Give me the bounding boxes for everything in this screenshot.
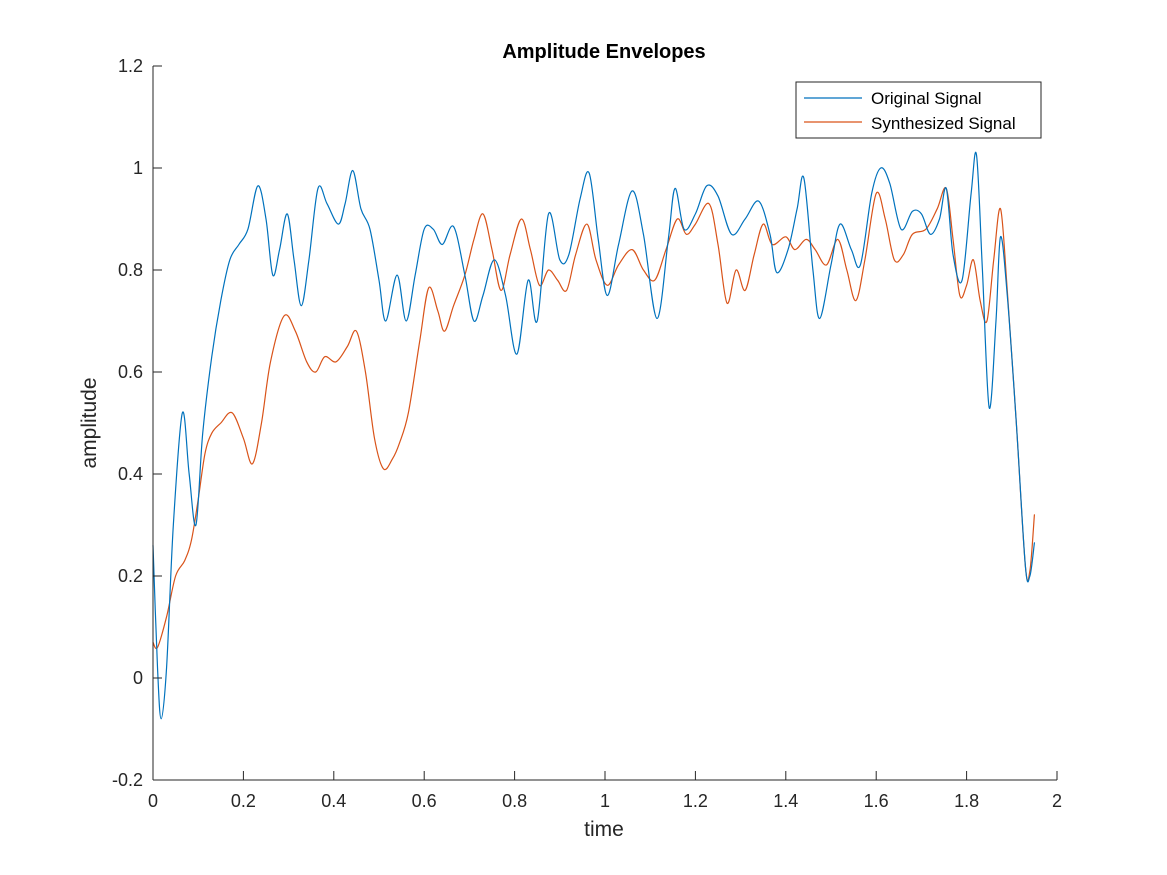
x-ticks: 0 0.2 0.4 0.6 0.8 1 1.2 1.4 1.6 1.8 2 [148,771,1062,811]
x-tick-label: 0.6 [412,791,437,811]
x-tick-label: 1.2 [683,791,708,811]
x-tick-label: 1.4 [773,791,798,811]
x-tick-label: 2 [1052,791,1062,811]
chart-title: Amplitude Envelopes [502,41,705,63]
legend: Original Signal Synthesized Signal [795,81,1042,139]
legend-label-synthesized-signal: Synthesized Signal [871,114,1016,133]
y-tick-label: 1.2 [118,56,143,76]
y-axis-label: amplitude [78,377,101,468]
x-tick-label: 0.2 [231,791,256,811]
legend-label-original-signal: Original Signal [871,89,982,108]
series-layer [152,151,1035,720]
plot-area [153,66,1057,780]
x-tick-label: 1.6 [864,791,889,811]
series-line-synthesized-signal [152,186,1035,650]
x-tick-label: 0.4 [321,791,346,811]
x-tick-label: 1.8 [954,791,979,811]
y-tick-label: 0 [133,668,143,688]
x-tick-label: 1 [600,791,610,811]
x-axis-label: time [584,818,624,841]
y-tick-label: -0.2 [112,770,143,790]
y-tick-label: 0.2 [118,566,143,586]
x-tick-label: 0.8 [502,791,527,811]
series-line-original-signal [152,151,1035,720]
y-tick-label: 1 [133,158,143,178]
y-tick-label: 0.4 [118,464,143,484]
y-tick-label: 0.8 [118,260,143,280]
x-tick-label: 0 [148,791,158,811]
y-tick-label: 0.6 [118,362,143,382]
legend-box [795,81,1042,139]
y-ticks: -0.2 0 0.2 0.4 0.6 0.8 1 1.2 [112,56,162,790]
